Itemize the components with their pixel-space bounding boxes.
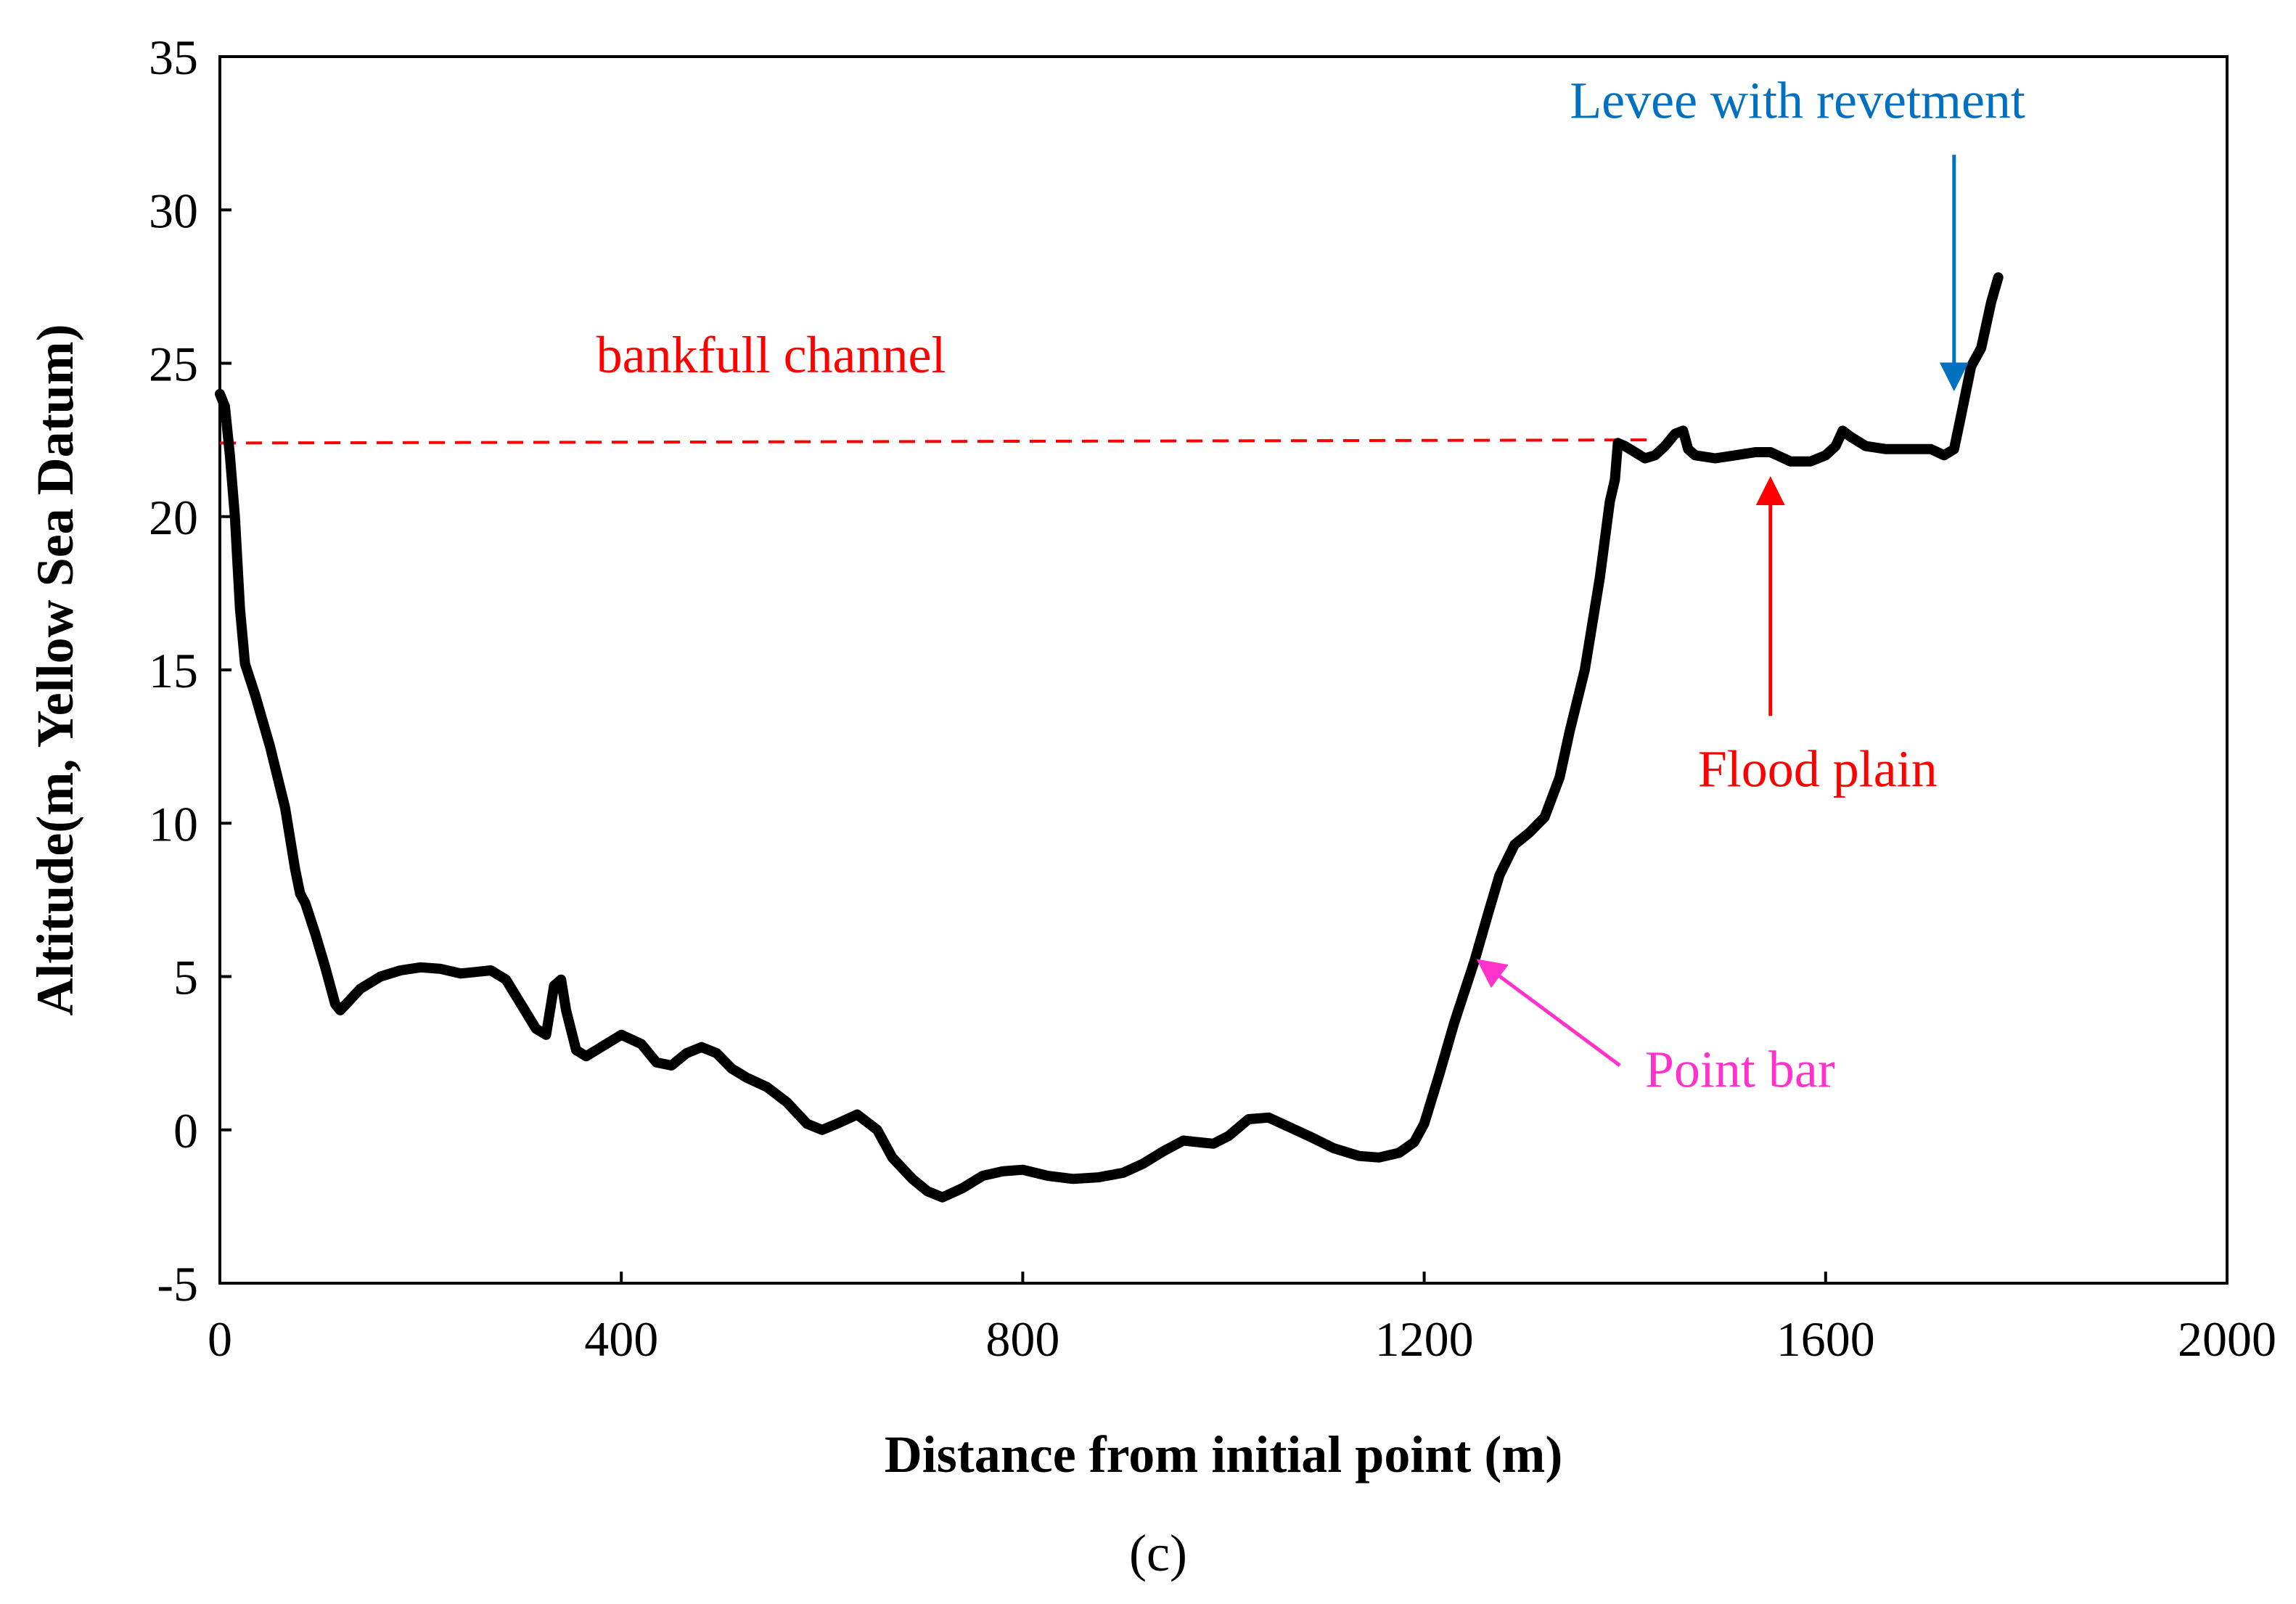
- x-axis-ticks: 0 400 800 1200 1600 2000: [208, 1272, 2276, 1367]
- point-bar-label: Point bar: [1645, 1041, 1835, 1099]
- y-tick-label: 30: [149, 183, 198, 238]
- bankfull-channel-line: [219, 438, 1655, 445]
- x-tick-label: 400: [584, 1312, 658, 1367]
- x-tick-label: 1600: [1776, 1312, 1875, 1367]
- y-tick-label: -5: [157, 1256, 198, 1312]
- x-tick-label: 1200: [1375, 1312, 1474, 1367]
- x-tick-label: 0: [208, 1312, 232, 1367]
- plot-area-frame: [218, 55, 2229, 1285]
- y-tick-label: 15: [149, 643, 198, 698]
- y-tick-label: 10: [149, 796, 198, 851]
- y-tick-label: 0: [173, 1103, 198, 1158]
- y-tick-label: 20: [149, 490, 198, 545]
- bankfull-channel-label: bankfull channel: [596, 326, 946, 384]
- y-tick-label: 35: [149, 30, 198, 85]
- annotation-layer: bankfull channel Levee with revetment Floo…: [596, 72, 2025, 1099]
- levee-with-revetment-label: Levee with revetment: [1570, 72, 2025, 130]
- cross-section-profile-line: [215, 272, 2004, 1203]
- flood-plain-label: Flood plain: [1698, 740, 1938, 798]
- x-tick-label: 2000: [2178, 1312, 2276, 1367]
- y-axis-title: Altitude(m, Yellow Sea Datum): [26, 324, 84, 1015]
- point-bar-arrow: [1476, 959, 1621, 1068]
- y-tick-label: 5: [173, 950, 198, 1005]
- figure-caption: (c): [1129, 1524, 1187, 1582]
- y-axis-ticks: -5 0 5 10 15 20 25 30 35: [149, 30, 231, 1312]
- x-tick-label: 800: [985, 1312, 1059, 1367]
- y-tick-label: 25: [149, 337, 198, 392]
- x-axis-title: Distance from initial point (m): [885, 1425, 1563, 1484]
